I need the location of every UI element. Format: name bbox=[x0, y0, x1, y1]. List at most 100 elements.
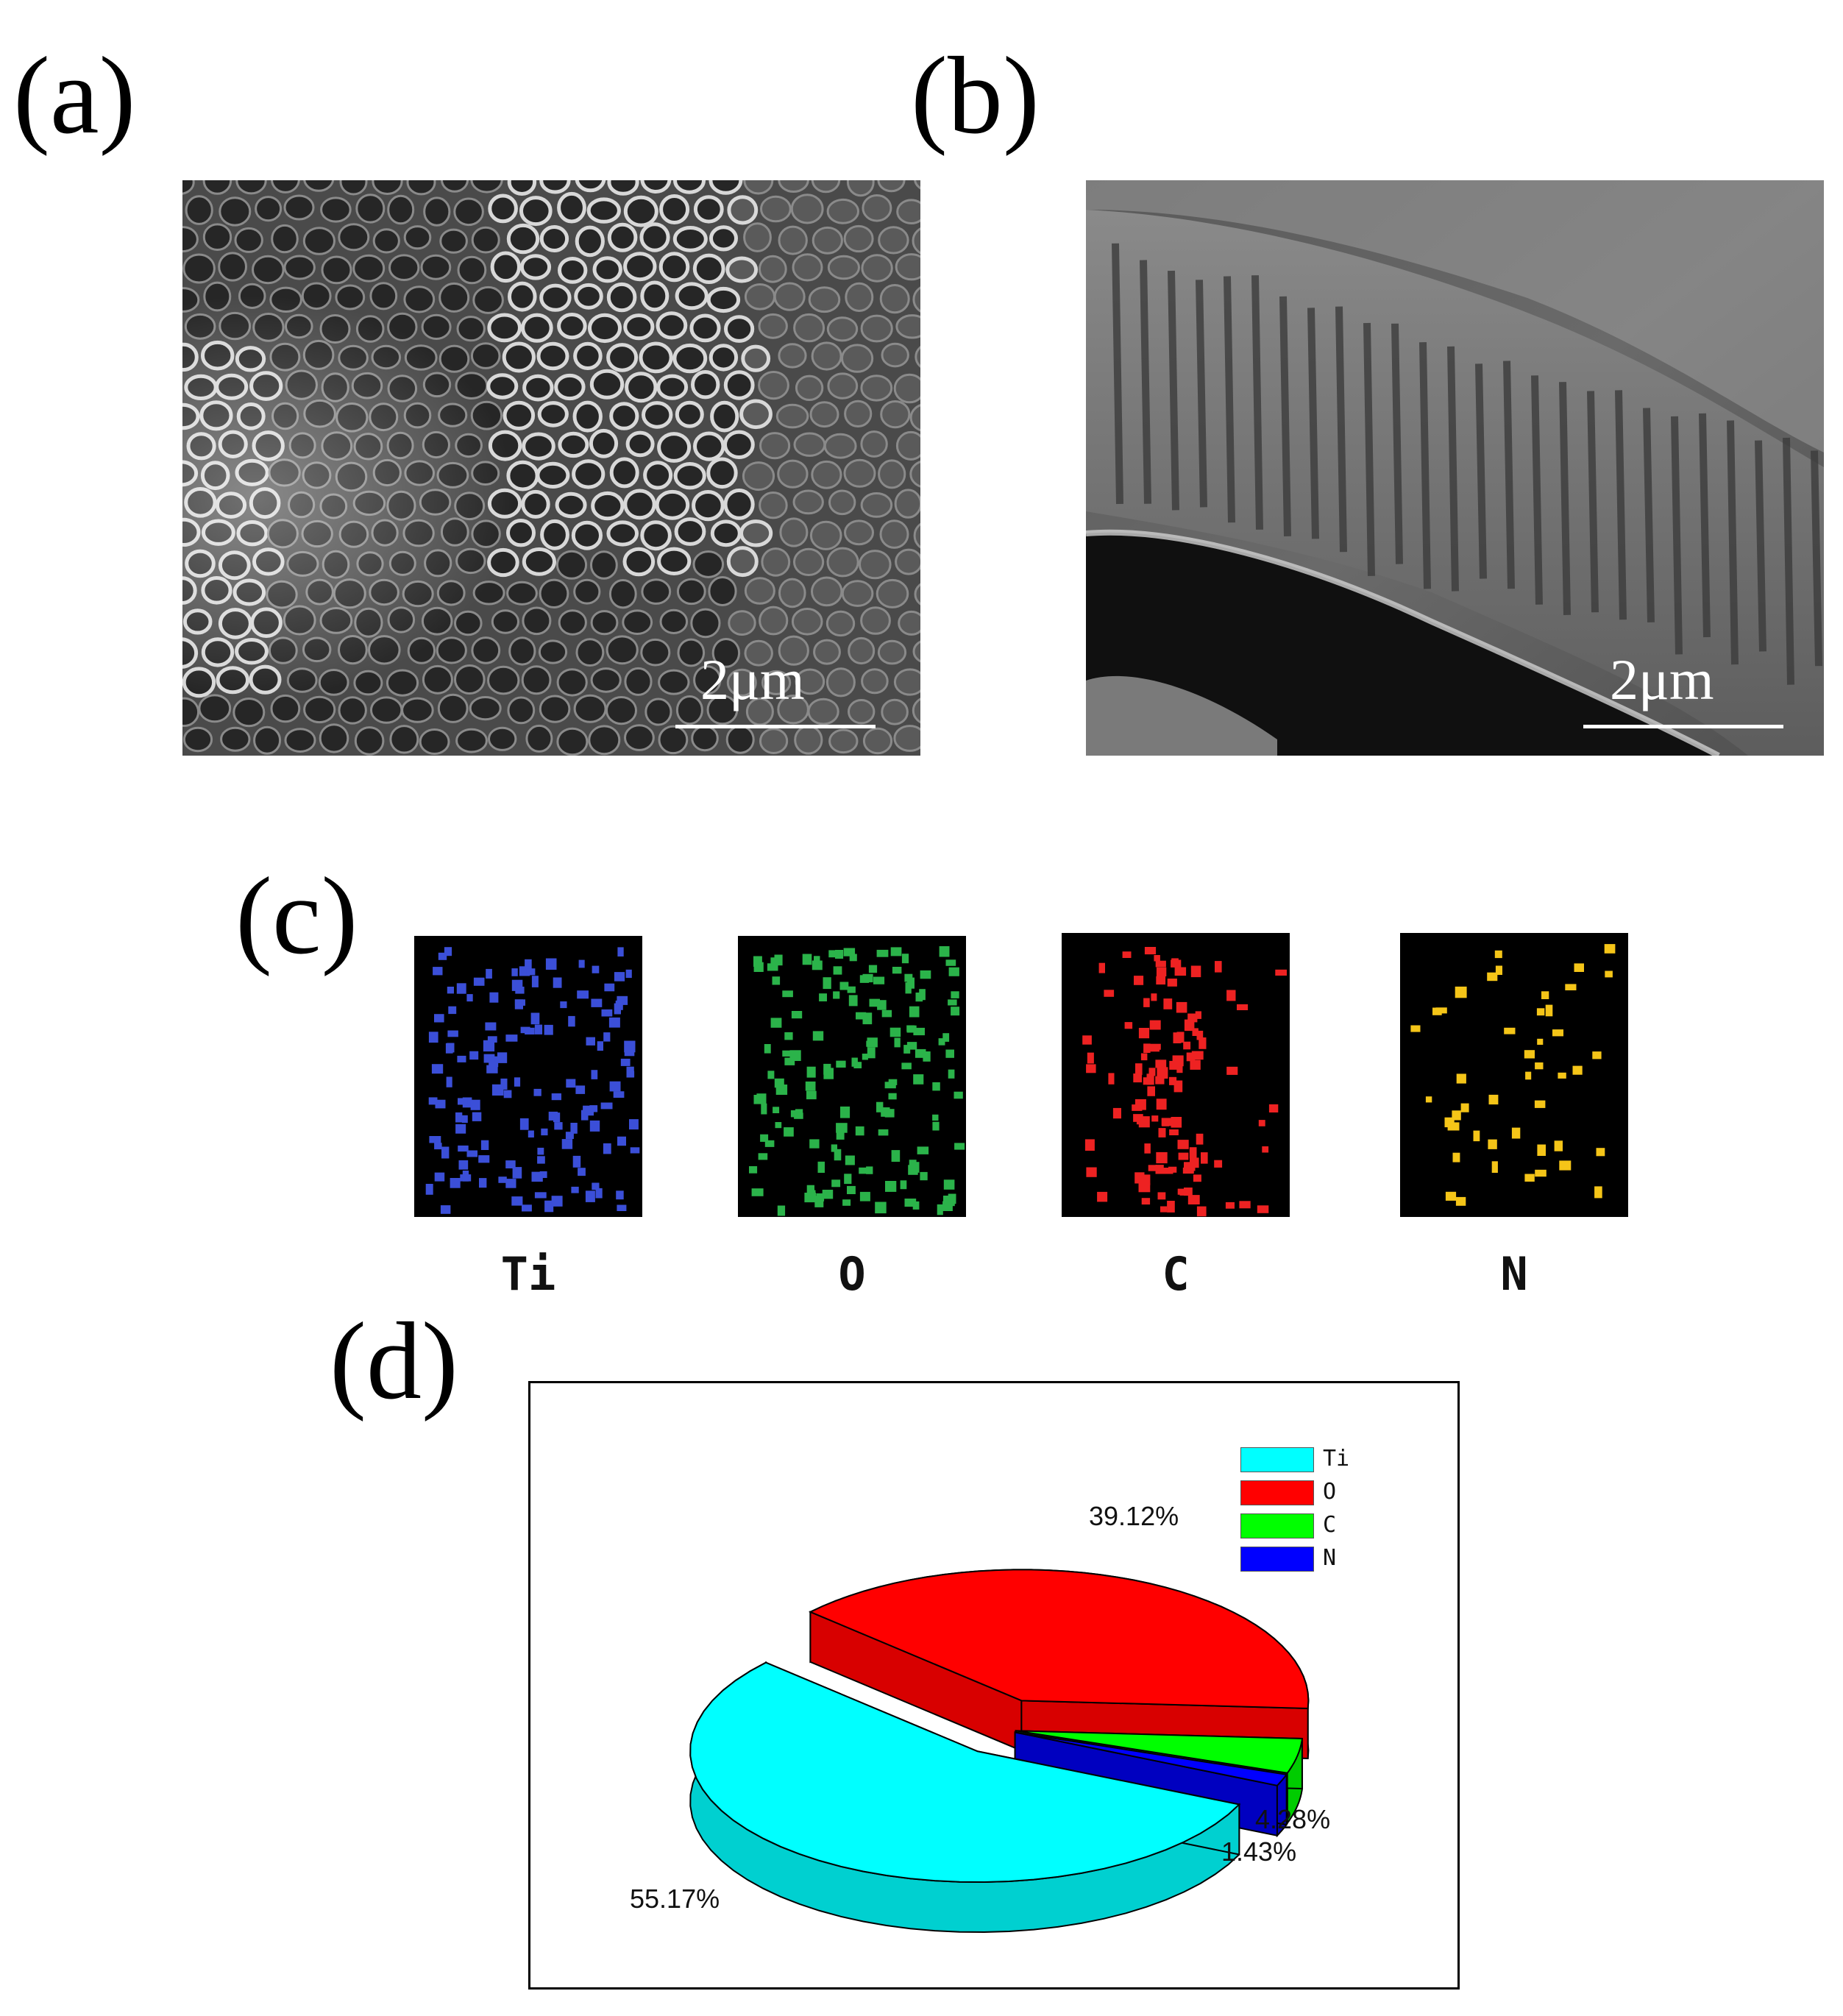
element-dot-c bbox=[1225, 1202, 1235, 1209]
element-dot-ti bbox=[483, 1040, 495, 1052]
element-dot-ti bbox=[525, 959, 532, 970]
element-dot-ti bbox=[444, 947, 452, 956]
element-dot-o bbox=[948, 999, 957, 1006]
element-dot-c bbox=[1158, 1128, 1166, 1137]
element-dot-c bbox=[1187, 1195, 1200, 1204]
element-dot-o bbox=[819, 993, 827, 1001]
element-dot-o bbox=[900, 1180, 907, 1190]
element-dot-c bbox=[1156, 1151, 1168, 1164]
element-dot-o bbox=[867, 1047, 876, 1059]
element-dot-ti bbox=[456, 983, 466, 994]
element-dot-o bbox=[772, 976, 781, 985]
element-map-ti bbox=[414, 936, 642, 1217]
element-dot-c bbox=[1226, 990, 1236, 1001]
element-dot-ti bbox=[489, 992, 499, 1003]
pie-chart-frame bbox=[528, 1381, 1460, 1990]
panel-c-label: (c) bbox=[235, 855, 358, 977]
element-dot-o bbox=[784, 1032, 793, 1040]
element-dot-c bbox=[1275, 969, 1287, 976]
legend-swatch-ti bbox=[1240, 1447, 1314, 1472]
element-dot-o bbox=[868, 965, 878, 973]
element-dot-c bbox=[1155, 960, 1166, 968]
element-dot-o bbox=[954, 1091, 963, 1099]
element-dot-o bbox=[948, 1069, 955, 1079]
element-dot-c bbox=[1171, 1117, 1182, 1128]
element-dot-ti bbox=[479, 1178, 487, 1188]
element-dot-c bbox=[1183, 1041, 1191, 1050]
element-dot-ti bbox=[570, 1123, 578, 1134]
element-dot-c bbox=[1169, 1129, 1179, 1135]
element-dot-o bbox=[804, 1193, 817, 1203]
element-dot-ti bbox=[447, 987, 454, 994]
element-dot-o bbox=[862, 1054, 868, 1060]
element-dot-c bbox=[1201, 1152, 1208, 1164]
element-dot-ti bbox=[428, 1032, 438, 1043]
element-dot-o bbox=[848, 995, 858, 1007]
element-dot-n bbox=[1452, 1152, 1460, 1163]
element-dot-c bbox=[1184, 1019, 1195, 1032]
element-dot-c bbox=[1193, 1174, 1201, 1182]
pie-label-ti: 55.17% bbox=[630, 1884, 720, 1914]
nanotube-wall bbox=[1196, 280, 1207, 508]
element-dot-c bbox=[1141, 1198, 1151, 1205]
element-dot-ti bbox=[511, 968, 518, 976]
element-dot-ti bbox=[461, 1115, 468, 1124]
element-dot-c bbox=[1192, 1028, 1199, 1036]
element-dot-c bbox=[1176, 1032, 1185, 1043]
element-map-o bbox=[738, 936, 966, 1217]
element-dot-c bbox=[1138, 1028, 1150, 1039]
element-dot-o bbox=[909, 1006, 920, 1018]
element-dot-ti bbox=[551, 1196, 563, 1207]
element-dot-ti bbox=[537, 1156, 545, 1164]
element-dot-ti bbox=[447, 1030, 458, 1037]
element-dot-c bbox=[1157, 1192, 1166, 1200]
element-dot-ti bbox=[613, 1091, 625, 1098]
element-dot-ti bbox=[545, 958, 557, 970]
element-dot-o bbox=[932, 1082, 940, 1091]
element-dot-c bbox=[1196, 1133, 1204, 1145]
element-dot-n bbox=[1488, 1139, 1497, 1149]
element-dot-c bbox=[1112, 1107, 1121, 1119]
element-dot-ti bbox=[473, 977, 485, 986]
element-dot-n bbox=[1460, 1103, 1469, 1112]
element-dot-ti bbox=[497, 1052, 508, 1063]
element-dot-o bbox=[794, 1112, 803, 1119]
element-dot-ti bbox=[466, 994, 473, 1002]
element-dot-o bbox=[876, 1101, 884, 1112]
element-dot-o bbox=[767, 963, 778, 971]
element-dot-ti bbox=[486, 968, 492, 979]
element-dot-c bbox=[1151, 993, 1157, 1001]
element-dot-ti bbox=[578, 959, 585, 968]
element-dot-ti bbox=[553, 977, 562, 988]
element-dot-c bbox=[1177, 1140, 1189, 1149]
element-dot-ti bbox=[429, 1136, 441, 1143]
element-dot-o bbox=[842, 1199, 851, 1206]
element-dot-ti bbox=[530, 1012, 540, 1025]
element-dot-o bbox=[839, 982, 849, 990]
element-dot-c bbox=[1143, 998, 1150, 1007]
element-dot-o bbox=[764, 1044, 771, 1054]
element-dot-ti bbox=[626, 1066, 634, 1078]
element-dot-c bbox=[1138, 1182, 1151, 1193]
element-dot-ti bbox=[537, 1147, 544, 1155]
element-dot-ti bbox=[617, 947, 624, 956]
element-dot-ti bbox=[458, 1145, 469, 1152]
element-dot-ti bbox=[616, 1190, 624, 1200]
nanotube-wall bbox=[1727, 420, 1739, 665]
element-dot-c bbox=[1187, 1013, 1198, 1023]
element-dot-ti bbox=[595, 1188, 603, 1199]
element-dot-o bbox=[909, 1160, 917, 1169]
element-dot-ti bbox=[500, 1078, 508, 1090]
element-dot-n bbox=[1410, 1025, 1421, 1032]
element-dot-ti bbox=[466, 1150, 477, 1157]
element-dot-n bbox=[1494, 950, 1502, 959]
element-dot-n bbox=[1487, 972, 1498, 982]
element-dot-o bbox=[831, 1144, 837, 1152]
element-dot-o bbox=[915, 1048, 926, 1058]
element-dot-o bbox=[775, 1122, 782, 1129]
element-label-o: O bbox=[838, 1247, 866, 1301]
element-dot-o bbox=[932, 1114, 939, 1121]
element-dot-ti bbox=[560, 1001, 567, 1009]
pie-label-o: 39.12% bbox=[1089, 1501, 1179, 1531]
element-dot-ti bbox=[629, 1119, 639, 1130]
